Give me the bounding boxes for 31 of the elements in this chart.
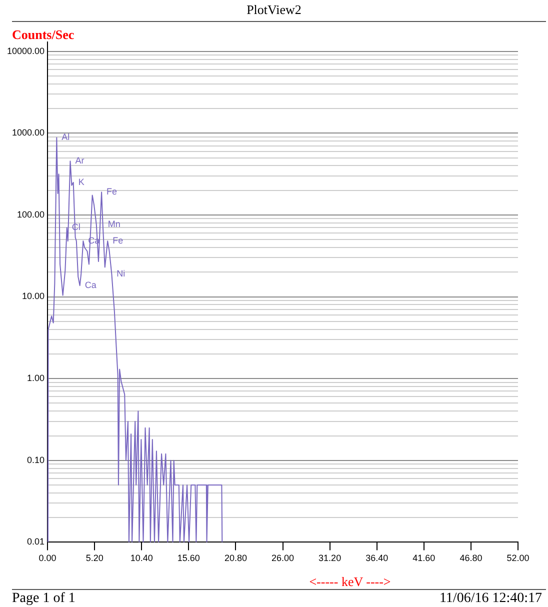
y-tick-label: 0.01 [27, 536, 45, 547]
x-tick-label: 41.60 [412, 553, 436, 564]
text: 11/06/16 12:40:17 [439, 591, 542, 607]
x-tick-label: 0.00 [38, 553, 56, 564]
y-tick-label: 100.00 [17, 209, 45, 220]
x-tick-label: 20.80 [224, 553, 247, 564]
y-tick-label: 10.00 [22, 291, 45, 302]
annotation: Mn [108, 219, 120, 230]
x-tick-label: 15.60 [177, 553, 200, 564]
y-tick-label: 10000.00 [6, 46, 45, 56]
annotation: Fe [112, 236, 124, 246]
x-tick-label: 36.40 [366, 553, 388, 564]
y-tick-label: 1.00 [27, 373, 45, 384]
annotation: Fe [106, 186, 118, 197]
x-tick-label: 31.20 [318, 553, 342, 564]
x-tick-label: 26.00 [272, 553, 294, 564]
x-tick-label: 5.20 [86, 553, 104, 564]
annotation: Ar [75, 156, 84, 166]
annotation: Al [62, 132, 70, 142]
annotation: Ca [84, 280, 96, 290]
annotation: Ni [116, 268, 126, 278]
chart-title: PlotView2 [246, 2, 302, 18]
x-tick-label: 10.40 [130, 553, 153, 564]
text: Page 1 of 1 [12, 591, 76, 607]
x-tick-label: 46.80 [460, 553, 482, 564]
annotation: K [78, 176, 84, 187]
y-tick-label: 0.10 [27, 454, 45, 465]
x-tick-label: 52.00 [506, 553, 530, 564]
x-axis-title: <----- keV ----> [308, 574, 392, 590]
y-tick-label: 1000.00 [12, 128, 45, 138]
y-axis-title: Counts/Sec [12, 27, 74, 43]
